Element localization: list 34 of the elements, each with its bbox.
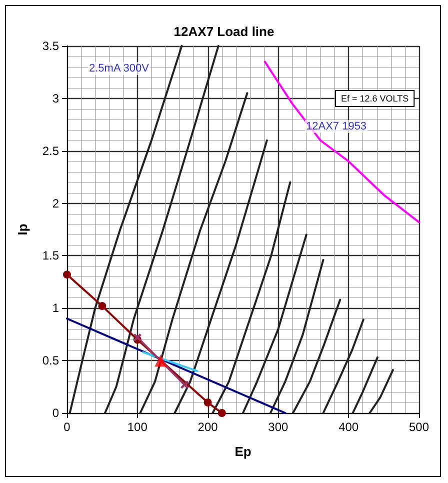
chart-title: 12AX7 Load line bbox=[174, 24, 274, 39]
line-series bbox=[292, 298, 342, 414]
annotation: Ef = 12.6 VOLTS bbox=[341, 94, 409, 104]
x-tick-label: 400 bbox=[338, 420, 359, 434]
point bbox=[98, 302, 106, 310]
point bbox=[180, 380, 189, 389]
line-series bbox=[264, 60, 420, 224]
y-tick-label: 1.5 bbox=[42, 248, 60, 263]
y-tick-label: 2 bbox=[52, 196, 60, 210]
line-series bbox=[242, 234, 308, 414]
x-tick-label: 100 bbox=[127, 420, 148, 434]
line-series bbox=[212, 181, 292, 414]
y-tick-label: 3 bbox=[52, 91, 60, 106]
x-tick-label: 0 bbox=[64, 420, 71, 434]
line-series bbox=[139, 92, 248, 414]
annotation: 2.5mA 300V bbox=[89, 62, 150, 74]
y-tick-label: 2.5 bbox=[42, 144, 60, 158]
y-tick-label: 0.5 bbox=[42, 354, 60, 368]
line-series bbox=[322, 318, 364, 414]
y-tick-label: 0 bbox=[52, 406, 60, 420]
line-series bbox=[174, 139, 268, 414]
x-tick-label: 300 bbox=[268, 420, 289, 434]
point bbox=[204, 398, 212, 407]
annotation: 12AX7 1953 bbox=[306, 120, 367, 132]
y-tick-label: 3.5 bbox=[42, 39, 60, 53]
point bbox=[218, 409, 226, 417]
y-axis-title: Ip bbox=[15, 224, 30, 236]
x-tick-label: 200 bbox=[198, 420, 218, 434]
y-tick-label: 1 bbox=[52, 301, 60, 316]
line-series bbox=[269, 258, 324, 414]
point bbox=[63, 270, 71, 279]
x-tick-label: 500 bbox=[408, 420, 430, 434]
x-axis-title: Ep bbox=[234, 444, 252, 459]
point bbox=[154, 354, 167, 367]
